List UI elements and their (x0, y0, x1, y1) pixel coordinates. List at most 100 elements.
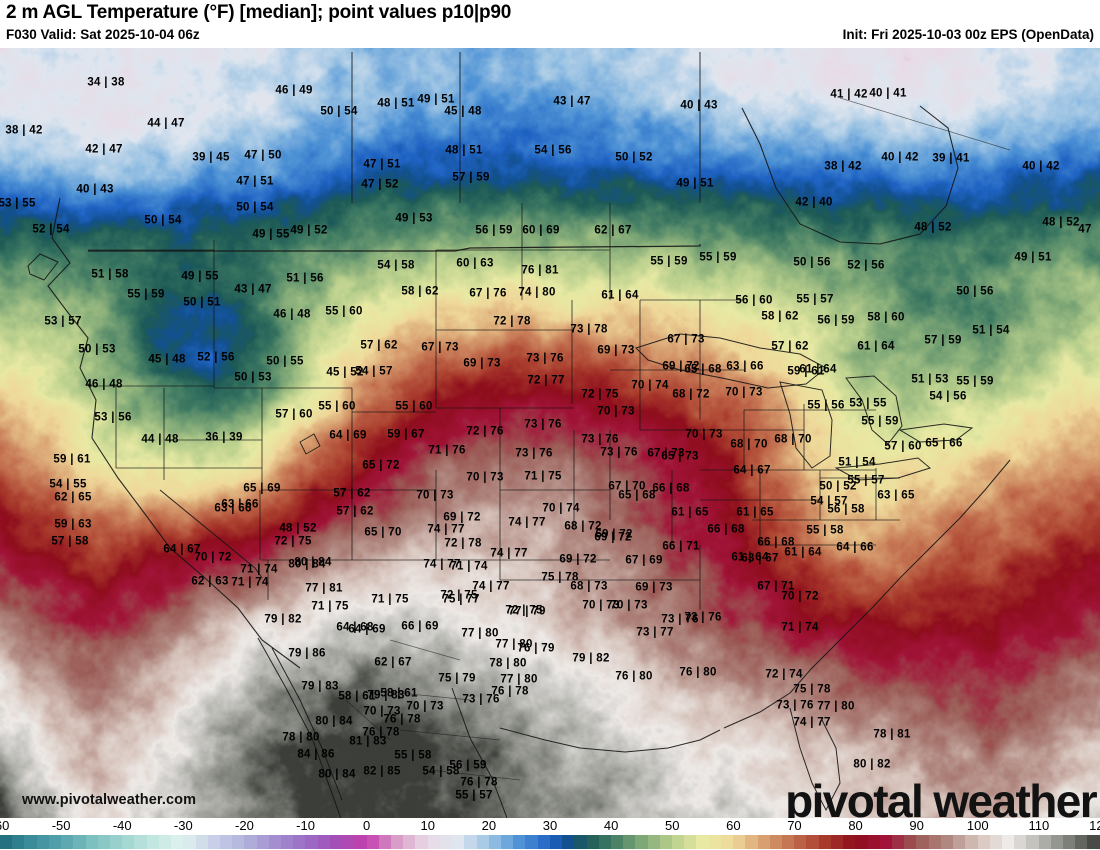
colorbar-swatch (794, 835, 807, 849)
colorbar-tick: -20 (235, 818, 254, 833)
point-value: 70 | 74 (542, 502, 580, 515)
point-value: 49 | 51 (676, 177, 714, 190)
colorbar-swatch (12, 835, 25, 849)
point-value: 80 | 84 (294, 556, 332, 569)
colorbar-swatch (122, 835, 135, 849)
boundary-line (389, 639, 461, 661)
point-value: 47 | 50 (244, 149, 282, 162)
point-value: 57 | 62 (360, 339, 398, 352)
point-value: 74 | 77 (472, 580, 510, 593)
colorbar-tick: -50 (51, 818, 71, 833)
colorbar-swatch (513, 835, 526, 849)
colorbar-swatch (1087, 835, 1100, 849)
point-value: 47 | 52 (361, 178, 399, 191)
colorbar-swatch (488, 835, 501, 849)
point-value: 71 | 75 (311, 600, 349, 613)
point-value: 57 | 62 (336, 505, 374, 518)
colorbar-swatch (158, 835, 172, 849)
point-value: 55 | 60 (318, 400, 356, 413)
colorbar-tick: 60 (726, 818, 741, 833)
colorbar: -60 -50 -40 -30 -20 -10 0 10 20 30 40 50 60 70 80 90 100… (0, 818, 1100, 850)
colorbar-swatch (659, 835, 673, 849)
point-value: 58 | 60 (867, 311, 905, 324)
colorbar-swatch (1026, 835, 1039, 849)
point-value: 62 | 65 (54, 491, 92, 504)
point-value: 55 | 59 (861, 415, 899, 428)
point-value: 63 | 66 (221, 498, 259, 511)
colorbar-swatch (1050, 835, 1064, 849)
colorbar-tick: 120 (1089, 818, 1100, 833)
point-value: 65 | 70 (364, 526, 402, 539)
colorbar-swatch (916, 835, 929, 849)
colorbar-tick: 70 (787, 818, 802, 833)
boundary-line (898, 423, 974, 443)
point-value: 62 | 67 (374, 656, 412, 669)
boundary-line (429, 769, 521, 781)
point-value: 49 | 55 (181, 270, 219, 283)
colorbar-swatch (73, 835, 86, 849)
header-subbar: F030 Valid: Sat 2025-10-04 06z Init: Fri… (0, 27, 1100, 46)
colorbar-tick: 0 (363, 818, 371, 833)
boundary-line (779, 381, 833, 469)
point-value: 70 | 73 (416, 489, 454, 502)
point-value: 79 | 83 (367, 689, 405, 702)
point-value: 40 | 42 (881, 151, 919, 164)
point-value: 50 | 52 (615, 151, 653, 164)
point-value: 48 | 52 (914, 221, 952, 234)
point-value: 52 | 54 (32, 223, 70, 236)
colorbar-swatch (1038, 835, 1051, 849)
boundary-line (834, 457, 932, 481)
colorbar-swatch (940, 835, 954, 849)
point-value: 57 | 59 (452, 171, 490, 184)
point-value: 53 | 57 (44, 315, 82, 328)
point-value: 55 | 60 (395, 400, 433, 413)
point-value: 71 | 74 (240, 563, 278, 576)
point-value: 69 | 72 (594, 531, 632, 544)
colorbar-swatch (378, 835, 391, 849)
point-value: 56 | 59 (817, 314, 855, 327)
colorbar-swatch (610, 835, 624, 849)
boundary-line (257, 637, 342, 818)
colorbar-tick: 90 (909, 818, 924, 833)
colorbar-swatch (500, 835, 514, 849)
point-value: 70 | 73 (582, 599, 620, 612)
colorbar-tick: -10 (296, 818, 315, 833)
colorbar-swatch (329, 835, 343, 849)
point-value: 67 | 71 (757, 580, 795, 593)
point-value: 70 | 73 (610, 599, 648, 612)
point-value: 64 | 66 (836, 541, 874, 554)
point-value: 69 | 73 (463, 357, 501, 370)
point-value: 68 | 70 (730, 438, 768, 451)
boundary-line (451, 687, 508, 818)
colorbar-swatch (244, 835, 257, 849)
boundary-line (723, 459, 1011, 729)
point-value: 51 | 53 (911, 373, 949, 386)
temperature-map[interactable]: 34 | 38 38 | 42 42 | 47 44 | 47 39 | 45 47 | … (0, 48, 1100, 818)
point-value: 48 | 51 (445, 144, 483, 157)
watermark-logo: pivotal weather (785, 775, 1097, 818)
point-value: 55 | 60 (325, 305, 363, 318)
point-value: 57 | 60 (275, 408, 313, 421)
point-value: 65 | 69 (243, 482, 281, 495)
point-value: 73 | 76 (526, 352, 564, 365)
colorbar-swatch (1075, 835, 1088, 849)
point-value: 56 | 59 (449, 759, 487, 772)
point-value: 61 | 64 (784, 546, 822, 559)
colorbar-swatch (85, 835, 98, 849)
colorbar-swatch (97, 835, 110, 849)
colorbar-swatch (623, 835, 636, 849)
colorbar-swatch (1063, 835, 1076, 849)
point-value: 76 | 80 (615, 670, 653, 683)
point-value: 62 | 63 (191, 575, 229, 588)
point-value: 43 | 47 (553, 95, 591, 108)
point-value: 79 | 82 (572, 652, 610, 665)
point-value: 55 | 59 (956, 375, 994, 388)
colorbar-swatches[interactable] (0, 835, 1100, 849)
point-value: 49 | 55 (252, 228, 290, 241)
colorbar-swatch (586, 835, 599, 849)
colorbar-swatch (232, 835, 245, 849)
point-value: 70 | 73 (466, 471, 504, 484)
colorbar-swatch (1001, 835, 1015, 849)
colorbar-tick: 80 (848, 818, 863, 833)
point-value: 73 | 76 (524, 418, 562, 431)
